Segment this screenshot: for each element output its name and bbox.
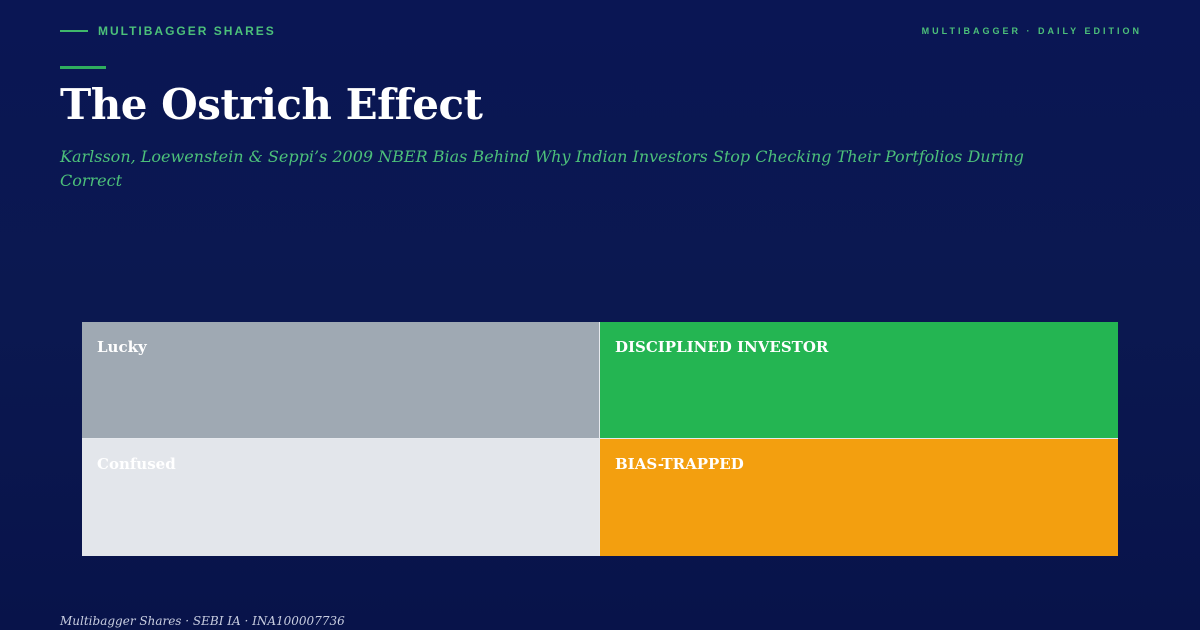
page-title: The Ostrich Effect	[60, 80, 483, 129]
page-subtitle: Karlsson, Loewenstein & Seppi’s 2009 NBE…	[60, 147, 1024, 190]
quadrant-lucky: Lucky	[82, 322, 600, 439]
title-accent-rule	[60, 66, 106, 69]
brand: MULTIBAGGER SHARES	[60, 24, 276, 38]
quadrant-disciplined-investor: DISCIPLINED INVESTOR	[600, 322, 1118, 439]
footer-credit: Multibagger Shares · SEBI IA · INA100007…	[60, 614, 345, 628]
edition-label: MULTIBAGGER · DAILY EDITION	[921, 26, 1142, 36]
quadrant-confused: Confused	[82, 439, 600, 556]
brand-name: MULTIBAGGER SHARES	[98, 24, 276, 38]
quadrant-bias-trapped: BIAS-TRAPPED	[600, 439, 1118, 556]
brand-accent-line	[60, 30, 88, 32]
quadrant-matrix: Lucky DISCIPLINED INVESTOR Confused BIAS…	[82, 322, 1118, 556]
